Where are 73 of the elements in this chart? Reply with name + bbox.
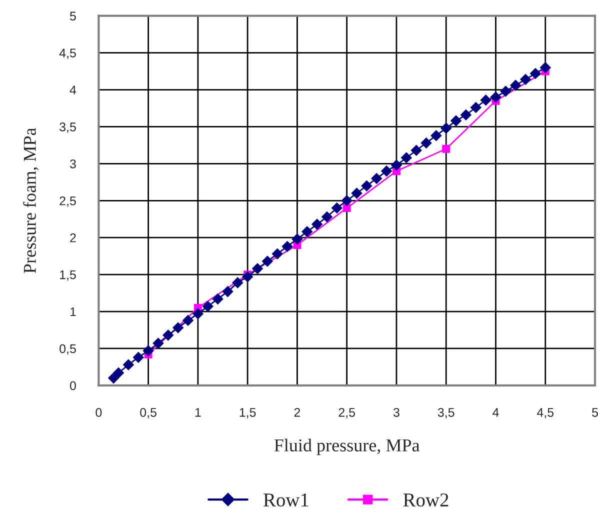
x-tick-label: 1,5	[240, 408, 256, 418]
point	[540, 62, 551, 74]
point	[222, 286, 234, 297]
point	[331, 202, 342, 214]
point	[232, 277, 244, 288]
point	[113, 367, 124, 378]
point	[500, 86, 512, 97]
point	[212, 294, 224, 304]
point	[391, 160, 402, 171]
point	[410, 144, 422, 156]
point	[470, 102, 482, 113]
y-tick-label: 5	[70, 12, 76, 20]
point	[430, 130, 442, 142]
y-tick-label: 4	[70, 86, 76, 94]
point	[400, 152, 412, 164]
y-tick-label: 3,5	[60, 122, 76, 133]
point	[371, 173, 382, 184]
point	[420, 138, 432, 148]
point	[242, 271, 254, 282]
y-axis-title: Pressure foam, MPa	[23, 128, 39, 274]
point	[341, 195, 352, 206]
y-tick-label: 4,5	[59, 48, 76, 59]
point	[132, 352, 144, 363]
y-tick-label: 0,5	[60, 344, 76, 355]
point	[312, 218, 322, 230]
x-axis-title: Fluid pressure, MPa	[274, 438, 420, 456]
point	[490, 92, 502, 103]
x-tick-label: 4,5	[536, 408, 554, 418]
point	[460, 109, 472, 120]
point	[292, 234, 303, 245]
point	[381, 166, 392, 177]
point	[142, 345, 154, 356]
y-tick-label: 2,5	[60, 196, 76, 207]
point	[351, 188, 362, 199]
point	[480, 94, 492, 106]
point	[440, 122, 452, 134]
point	[530, 68, 541, 79]
y-tick-label: 1,5	[60, 270, 76, 281]
legend-label: Row1	[264, 494, 308, 507]
point	[442, 144, 450, 153]
point	[252, 263, 263, 274]
y-tick-label: 1	[70, 307, 76, 316]
y-tick-label: 2	[70, 233, 76, 242]
point	[123, 359, 134, 370]
point	[262, 256, 273, 267]
x-tick-label: 3	[393, 408, 400, 417]
point	[361, 180, 372, 192]
x-tick-label: 0,5	[140, 408, 156, 418]
point	[108, 372, 119, 384]
point	[152, 338, 164, 349]
point	[302, 226, 313, 238]
point	[162, 330, 174, 341]
point	[450, 115, 462, 126]
y-tick-label: 0	[70, 381, 76, 390]
x-tick-label: 2,5	[338, 408, 356, 418]
x-tick-label: 4	[492, 408, 499, 417]
x-tick-label: 5	[592, 408, 598, 417]
point	[202, 300, 214, 312]
y-tick-label: 3	[70, 159, 76, 168]
point	[510, 80, 522, 91]
x-tick-label: 2	[294, 408, 300, 417]
point	[172, 322, 184, 334]
point	[282, 241, 293, 252]
point	[520, 74, 531, 85]
x-tick-label: 0	[96, 408, 102, 417]
legend-label: Row2	[403, 493, 448, 507]
point	[272, 248, 283, 260]
point	[192, 308, 204, 320]
point	[182, 314, 194, 326]
point	[322, 211, 332, 222]
point	[342, 204, 351, 212]
x-tick-label: 3,5	[438, 408, 454, 418]
x-tick-label: 1	[195, 408, 201, 417]
